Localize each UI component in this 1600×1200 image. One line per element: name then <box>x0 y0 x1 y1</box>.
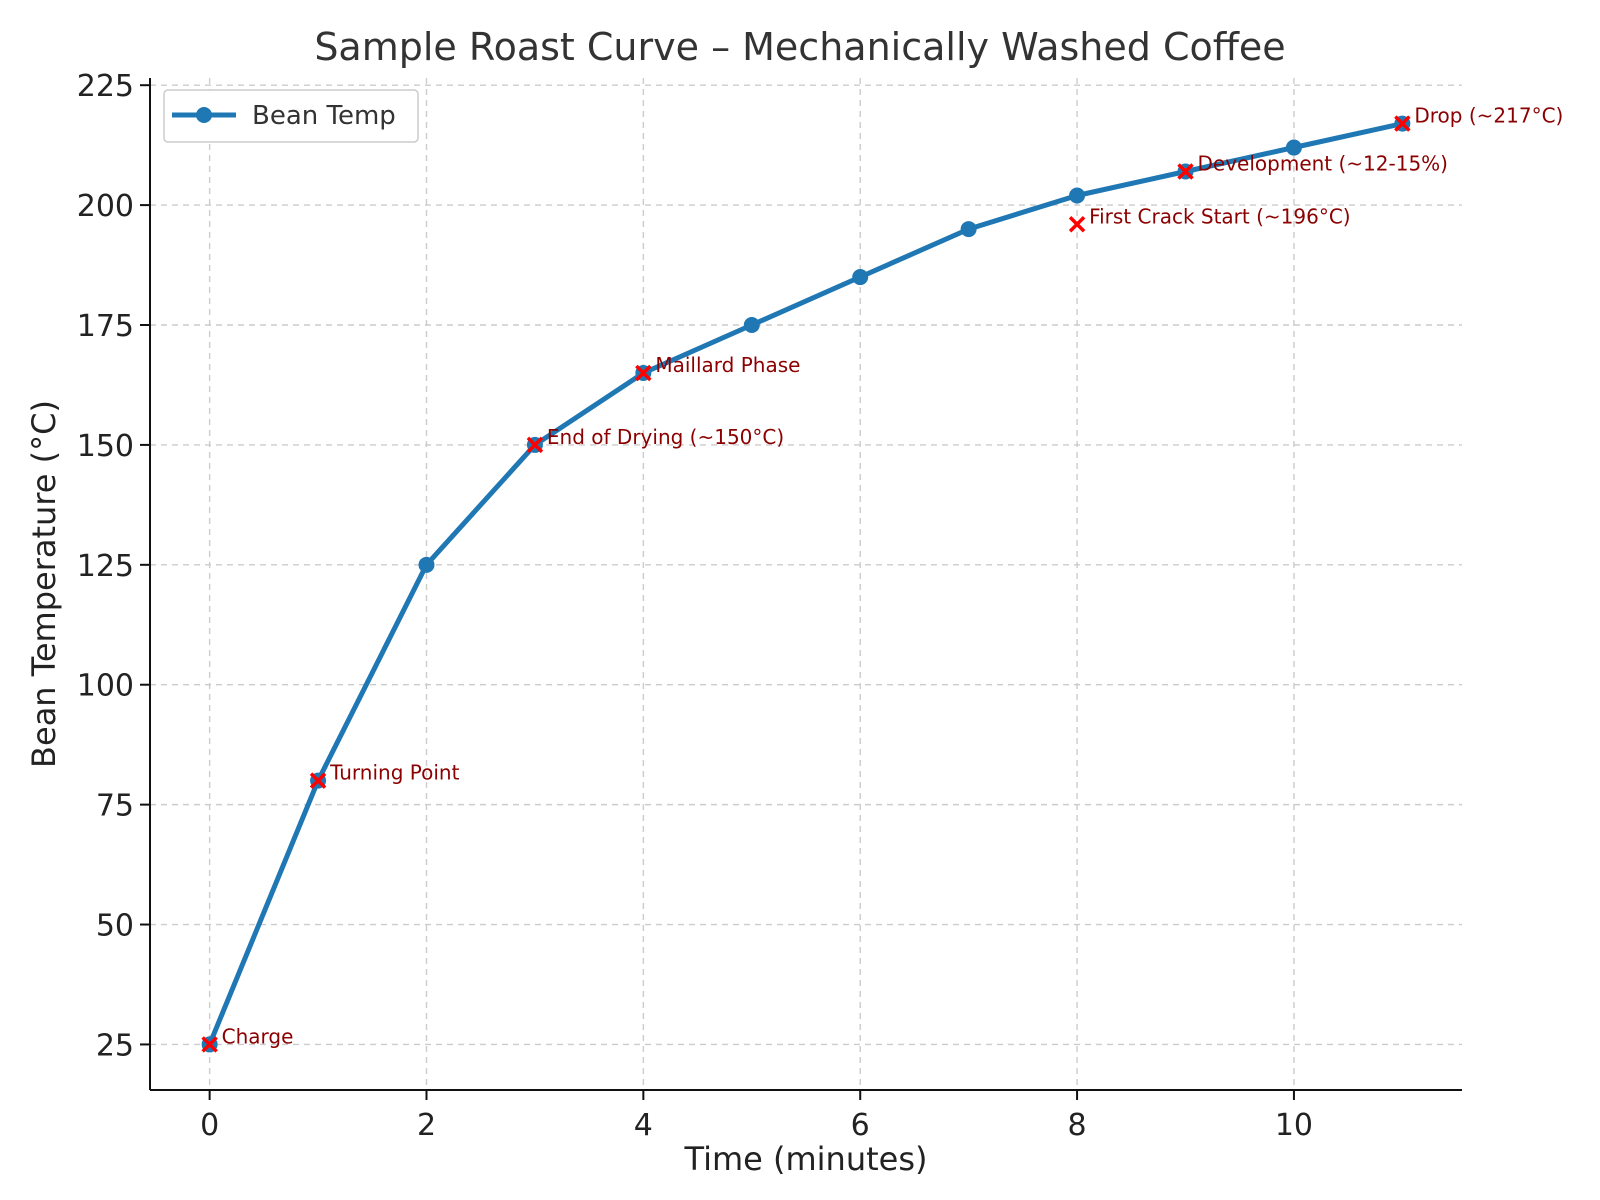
legend-box <box>163 89 419 143</box>
bean-temp-line <box>207 121 1403 1046</box>
y-ticks: 25 50 75 100 125 150 175 200 225 <box>77 69 150 1063</box>
annotation-marker <box>1394 115 1411 132</box>
bean-temp-point <box>1069 187 1086 204</box>
x-tick-label: 8 <box>1068 1108 1087 1143</box>
y-tick-label: 175 <box>77 309 134 344</box>
axes <box>149 78 1462 1091</box>
annotation-label: Maillard Phase <box>655 353 800 377</box>
x-tick-label: 0 <box>200 1108 219 1143</box>
annotation-label: Drop (~217°C) <box>1414 104 1563 128</box>
annotation-label: First Crack Start (~196°C) <box>1089 204 1351 228</box>
annotations: Charge Turning Point End of Drying (~150°C… <box>201 104 1563 1053</box>
x-tick-label: 2 <box>417 1108 436 1143</box>
bean-temp-point <box>960 221 977 238</box>
annotation-label: Turning Point <box>329 761 460 785</box>
annotation-label: End of Drying (~150°C) <box>547 425 784 449</box>
legend-label: Bean Temp <box>252 101 396 131</box>
series <box>201 115 1411 1053</box>
annotation-marker <box>635 364 652 382</box>
annotation-label: Development (~12-15%) <box>1198 152 1448 176</box>
annotation-marker <box>1177 163 1194 180</box>
chart-title: Sample Roast Curve – Mechanically Washed… <box>314 25 1285 69</box>
y-axis-label: Bean Temperature (°C) <box>25 400 63 768</box>
annotation-marker <box>201 1036 218 1053</box>
legend: Bean Temp <box>163 89 419 143</box>
annotation-marker <box>309 772 327 789</box>
y-tick-label: 200 <box>77 189 134 224</box>
bean-temp-point <box>418 556 435 573</box>
y-tick-label: 150 <box>77 429 134 464</box>
x-tick-label: 10 <box>1275 1108 1313 1143</box>
y-tick-label: 75 <box>96 789 134 824</box>
bean-temp-point <box>743 317 760 334</box>
y-tick-label: 100 <box>77 669 134 704</box>
grid <box>150 78 1462 1090</box>
legend-marker-icon <box>196 107 212 123</box>
annotation-label: Charge <box>222 1024 294 1048</box>
annotation-marker <box>1068 216 1086 233</box>
x-tick-label: 4 <box>634 1108 653 1143</box>
y-tick-label: 125 <box>77 549 134 584</box>
bean-temp-point <box>1285 139 1302 156</box>
y-tick-label: 50 <box>96 909 134 944</box>
x-tick-label: 6 <box>851 1108 870 1143</box>
x-ticks: 0 2 4 6 8 10 <box>200 1090 1313 1143</box>
annotation-marker <box>526 436 544 454</box>
y-tick-label: 25 <box>96 1028 134 1063</box>
x-axis-label: Time (minutes) <box>684 1140 928 1178</box>
y-tick-label: 225 <box>77 69 134 104</box>
bean-temp-point <box>852 269 869 286</box>
